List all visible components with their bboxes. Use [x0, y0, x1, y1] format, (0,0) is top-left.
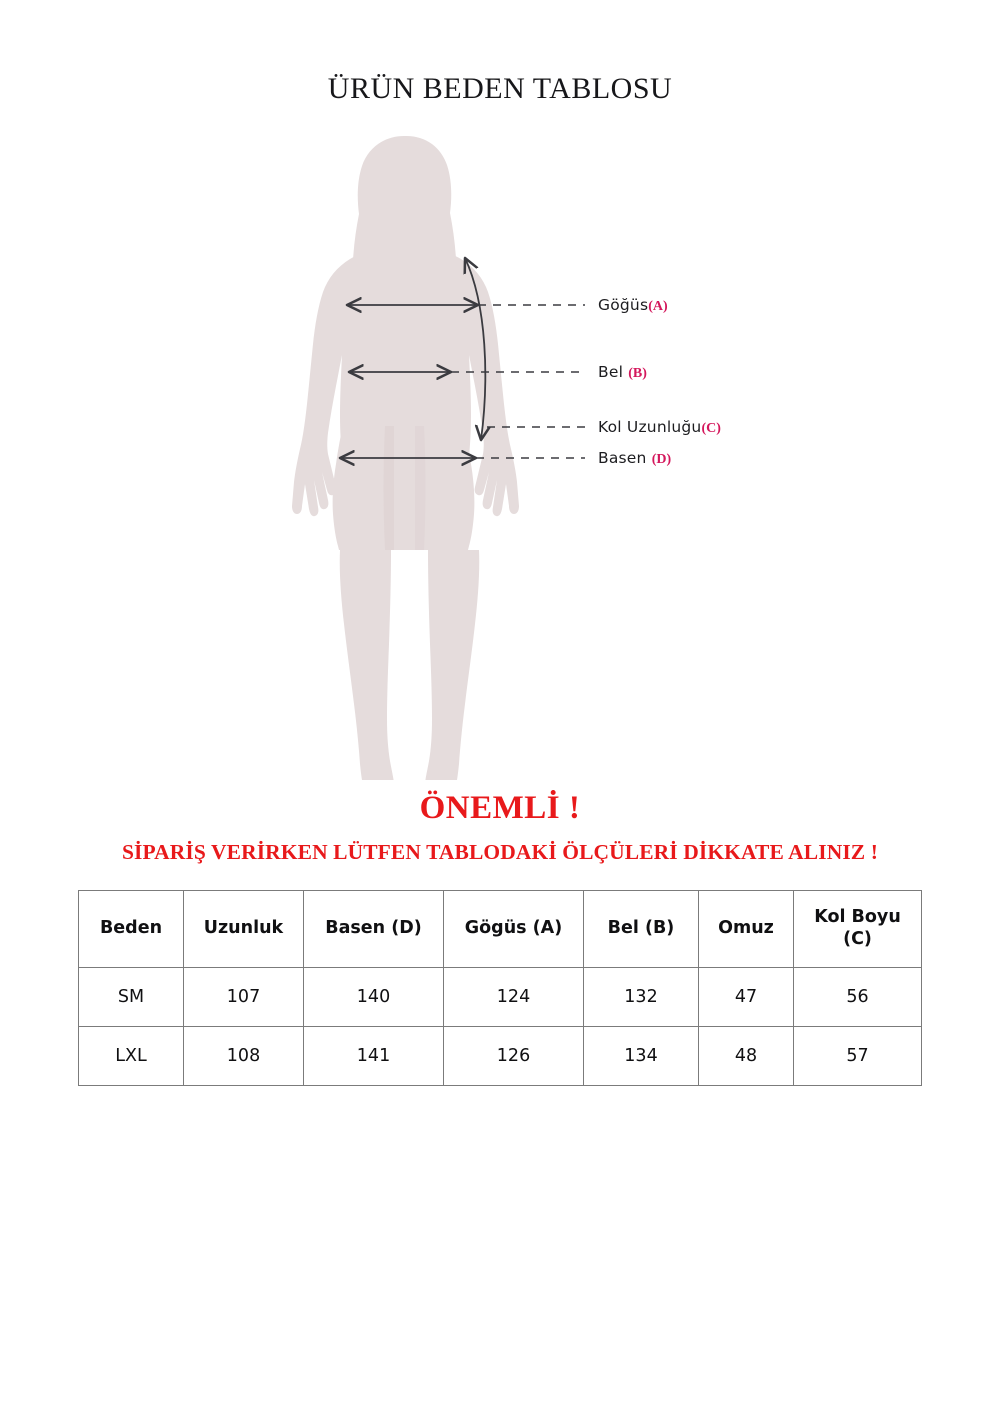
notice-headline: ÖNEMLİ !	[419, 790, 581, 826]
cell-omuz: 48	[698, 1026, 794, 1086]
table-header-gogus: Gögüs (A)	[443, 890, 584, 968]
table-header-basen: Basen (D)	[303, 890, 444, 968]
cell-beden: LXL	[78, 1026, 184, 1086]
silhouette-diagram-svg	[292, 135, 585, 780]
measure-label-gogus-text: Göğüs	[598, 296, 649, 314]
measure-label-basen: Basen (D)	[598, 449, 671, 468]
measure-code-kol: (C)	[701, 421, 721, 436]
cell-bel: 132	[583, 967, 699, 1027]
notice-subline: SİPARİŞ VERİRKEN LÜTFEN TABLODAKİ ÖLÇÜLE…	[122, 840, 878, 865]
size-table-container: Beden Uzunluk Basen (D) Gögüs (A) Bel (B…	[78, 890, 922, 1086]
measure-label-bel: Bel (B)	[598, 363, 647, 382]
cell-gogus: 124	[443, 967, 584, 1027]
measure-code-bel: (B)	[628, 366, 647, 381]
sleeve-length-measure-arrow	[465, 258, 485, 440]
cell-uzunluk: 107	[183, 967, 304, 1027]
measure-label-kol-uzunlugu: Kol Uzunluğu(C)	[598, 418, 721, 437]
table-row: SM 107 140 124 132 47 56	[78, 967, 922, 1027]
body-measurement-figure: Göğüs(A) Bel (B) Kol Uzunluğu(C) Basen (…	[0, 120, 1000, 780]
table-header-kol-boyu: Kol Boyu (C)	[793, 890, 922, 968]
measure-code-gogus: (A)	[648, 299, 668, 314]
cell-bel: 134	[583, 1026, 699, 1086]
measure-label-kol-text: Kol Uzunluğu	[598, 418, 702, 436]
size-table: Beden Uzunluk Basen (D) Gögüs (A) Bel (B…	[78, 890, 922, 1086]
page-title: ÜRÜN BEDEN TABLOSU	[327, 72, 673, 105]
measure-label-bel-text: Bel	[598, 363, 629, 381]
table-row: LXL 108 141 126 134 48 57	[78, 1026, 922, 1086]
cell-kol-boyu: 56	[793, 967, 922, 1027]
cell-omuz: 47	[698, 967, 794, 1027]
cell-kol-boyu: 57	[793, 1026, 922, 1086]
measure-label-basen-text: Basen	[598, 449, 652, 467]
table-header-bel: Bel (B)	[583, 890, 699, 968]
measure-code-basen: (D)	[651, 452, 672, 467]
important-notice: ÖNEMLİ ! SİPARİŞ VERİRKEN LÜTFEN TABLODA…	[0, 790, 1000, 865]
cell-basen: 141	[303, 1026, 444, 1086]
cell-beden: SM	[78, 967, 184, 1027]
cell-basen: 140	[303, 967, 444, 1027]
table-header-row: Beden Uzunluk Basen (D) Gögüs (A) Bel (B…	[78, 890, 922, 968]
table-header-omuz: Omuz	[698, 890, 794, 968]
cell-uzunluk: 108	[183, 1026, 304, 1086]
leader-dashed-lines	[451, 304, 585, 459]
measure-label-gogus: Göğüs(A)	[598, 296, 668, 315]
cell-gogus: 126	[443, 1026, 584, 1086]
table-header-beden: Beden	[78, 890, 184, 968]
table-header-uzunluk: Uzunluk	[183, 890, 304, 968]
